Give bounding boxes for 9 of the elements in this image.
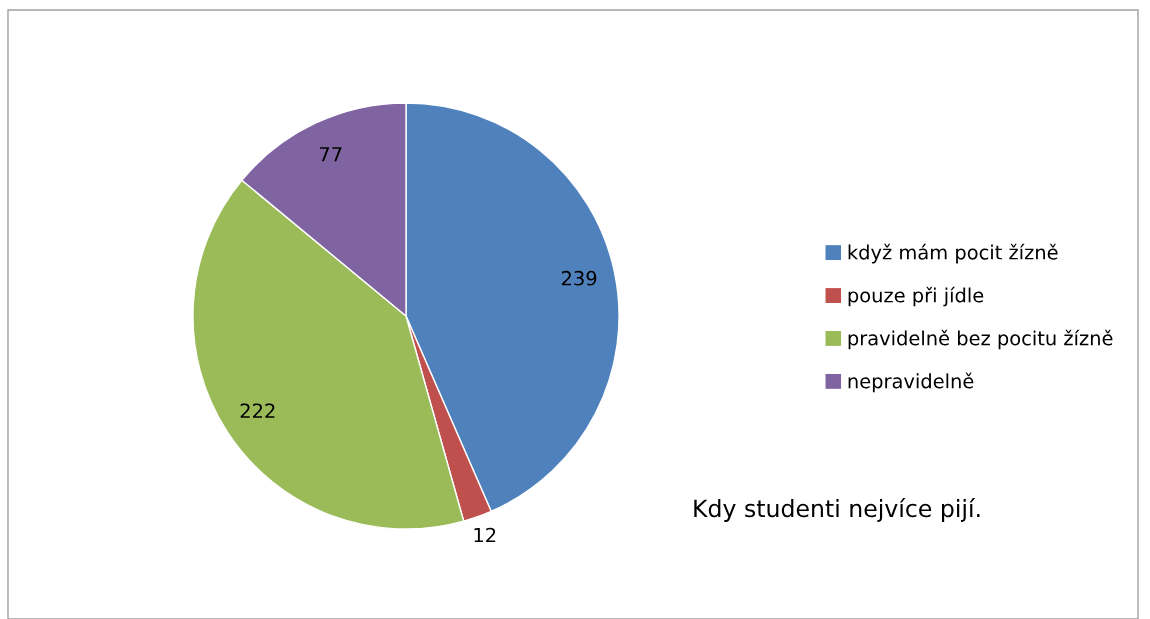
data-label: 12 (474, 527, 496, 543)
legend-label: pravidelně bez pocitu žízně (848, 329, 1113, 350)
legend-label: nepravidelně (848, 372, 974, 393)
data-label: 222 (240, 403, 275, 418)
data-label: 239 (561, 270, 597, 286)
legend-label: pouze při jídle (848, 286, 984, 307)
legend-label: když mám pocit žízně (848, 243, 1058, 264)
text: Kdy studenti nejvíce pijí. (694, 498, 980, 522)
data-label: 77 (319, 147, 342, 162)
